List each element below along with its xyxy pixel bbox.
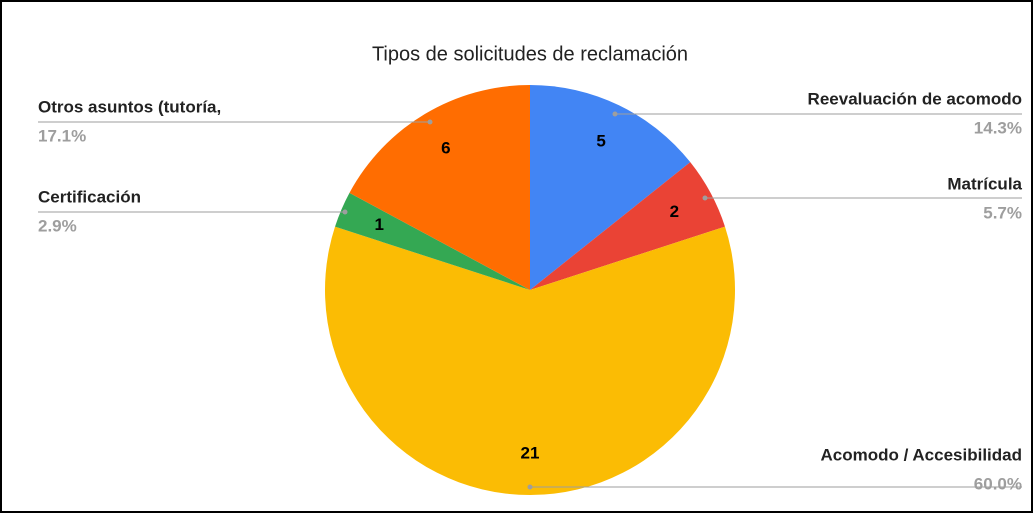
slice-value-label: 5 <box>596 132 605 151</box>
percent-label: 17.1% <box>38 126 86 145</box>
leader-dot <box>612 111 618 117</box>
chart-title: Tipos de solicitudes de reclamación <box>372 43 688 65</box>
percent-label: 60.0% <box>974 474 1022 493</box>
slice-value-label: 21 <box>521 443 540 462</box>
category-label: Matrícula <box>947 174 1022 193</box>
pie-slice <box>530 162 725 290</box>
category-label: Reevaluación de acomodo <box>808 89 1022 108</box>
slice-value-label: 6 <box>441 139 450 158</box>
category-label: Otros asuntos (tutoría, <box>38 97 221 116</box>
pie-slice <box>335 192 530 290</box>
pie-slice <box>530 85 691 290</box>
category-label: Acomodo / Accesibilidad <box>820 445 1022 464</box>
pie-slice <box>325 226 735 496</box>
leader-dot <box>427 119 433 125</box>
percent-label: 2.9% <box>38 216 77 235</box>
percent-label: 5.7% <box>983 203 1022 222</box>
percent-label: 14.3% <box>974 118 1022 137</box>
leader-dot <box>527 484 533 490</box>
slice-value-label: 1 <box>374 215 383 234</box>
leader-dot <box>702 195 708 201</box>
slice-value-label: 2 <box>670 202 679 221</box>
category-label: Certificación <box>38 187 141 206</box>
pie-slice <box>349 85 530 290</box>
leader-dot <box>342 209 348 215</box>
